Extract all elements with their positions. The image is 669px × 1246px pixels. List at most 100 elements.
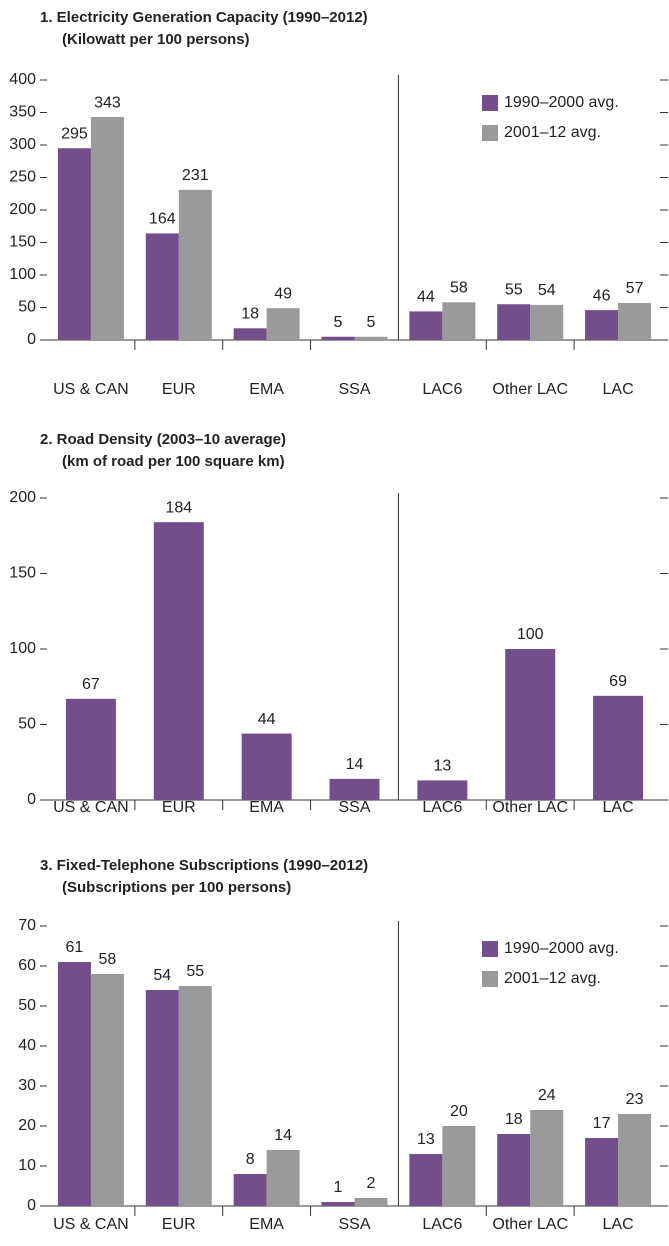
x-tick-label: Other LAC (492, 381, 568, 398)
y-tick-label: 250 (9, 169, 36, 186)
bar (409, 311, 443, 340)
value-label: 49 (274, 285, 292, 302)
x-tick-label: US & CAN (53, 1216, 129, 1233)
y-tick-label: 0 (27, 1197, 36, 1214)
y-tick-label: 50 (18, 299, 36, 316)
value-label: 13 (433, 758, 451, 775)
x-tick-label: US & CAN (53, 799, 129, 816)
value-label: 61 (66, 939, 84, 956)
value-label: 55 (186, 963, 204, 980)
value-label: 69 (609, 673, 627, 690)
bar (321, 336, 355, 340)
bar (354, 336, 388, 340)
legend-swatch (482, 971, 498, 987)
legend-label: 1990–2000 avg. (504, 94, 619, 111)
legend-swatch (482, 95, 498, 111)
bar (145, 233, 179, 340)
x-tick-label: EUR (162, 799, 196, 816)
chart-title: 2. Road Density (2003–10 average) (40, 431, 286, 448)
bar (618, 302, 652, 340)
bar (57, 962, 91, 1206)
value-label: 14 (274, 1127, 292, 1144)
x-tick-label: US & CAN (53, 381, 129, 398)
bar (505, 649, 556, 800)
x-tick-label: LAC6 (422, 381, 462, 398)
legend-label: 2001–12 avg. (504, 970, 601, 987)
value-label: 54 (538, 282, 556, 299)
value-label: 17 (593, 1115, 611, 1132)
bar (233, 1174, 267, 1206)
bar (442, 1126, 476, 1206)
y-tick-label: 30 (18, 1077, 36, 1094)
value-label: 14 (346, 756, 364, 773)
bar (442, 302, 476, 340)
bar (153, 522, 204, 800)
value-label: 100 (517, 626, 544, 643)
x-tick-label: SSA (338, 799, 370, 816)
x-tick-label: LAC6 (422, 799, 462, 816)
y-tick-label: 300 (9, 136, 36, 153)
value-label: 55 (505, 281, 523, 298)
value-label: 18 (505, 1111, 523, 1128)
bar (497, 304, 531, 340)
bar (178, 986, 212, 1206)
x-tick-label: EUR (162, 1216, 196, 1233)
value-label: 44 (417, 289, 435, 306)
y-tick-label: 0 (27, 791, 36, 808)
bar (329, 778, 380, 800)
value-label: 54 (153, 967, 171, 984)
y-tick-label: 400 (9, 71, 36, 88)
legend-swatch (482, 941, 498, 957)
value-label: 295 (61, 125, 88, 142)
bar (57, 148, 91, 340)
bar (497, 1134, 531, 1206)
bar (530, 304, 564, 340)
x-tick-label: EMA (249, 1216, 284, 1233)
y-tick-label: 200 (9, 489, 36, 506)
y-tick-label: 0 (27, 331, 36, 348)
y-tick-label: 100 (9, 640, 36, 657)
value-label: 67 (82, 676, 100, 693)
value-label: 1 (334, 1179, 343, 1196)
value-label: 343 (94, 94, 121, 111)
x-tick-label: LAC (603, 381, 634, 398)
bar (233, 328, 267, 340)
legend-label: 1990–2000 avg. (504, 940, 619, 957)
bar (90, 974, 124, 1206)
value-label: 5 (334, 314, 343, 331)
value-label: 8 (246, 1151, 255, 1168)
value-label: 57 (626, 280, 644, 297)
legend-label: 2001–12 avg. (504, 124, 601, 141)
y-tick-label: 150 (9, 234, 36, 251)
value-label: 44 (258, 711, 276, 728)
x-tick-label: SSA (338, 381, 370, 398)
value-label: 58 (99, 951, 117, 968)
bar (585, 310, 619, 340)
bar (266, 308, 300, 340)
x-tick-label: EMA (249, 381, 284, 398)
bar (417, 780, 468, 800)
y-tick-label: 200 (9, 201, 36, 218)
bar (618, 1114, 652, 1206)
value-label: 20 (450, 1103, 468, 1120)
value-label: 2 (367, 1175, 376, 1192)
y-tick-label: 50 (18, 716, 36, 733)
x-tick-label: LAC (603, 799, 634, 816)
x-tick-label: Other LAC (492, 1216, 568, 1233)
x-tick-label: EUR (162, 381, 196, 398)
value-label: 13 (417, 1131, 435, 1148)
value-label: 46 (593, 287, 611, 304)
bar (65, 698, 116, 800)
bar (90, 117, 124, 340)
value-label: 231 (182, 167, 209, 184)
bar (409, 1154, 443, 1206)
chart-subtitle: (km of road per 100 square km) (62, 453, 285, 470)
value-label: 23 (626, 1091, 644, 1108)
y-tick-label: 10 (18, 1157, 36, 1174)
x-tick-label: SSA (338, 1216, 370, 1233)
bar (585, 1138, 619, 1206)
chart-subtitle: (Subscriptions per 100 persons) (62, 879, 291, 896)
y-tick-label: 150 (9, 565, 36, 582)
bar (266, 1150, 300, 1206)
